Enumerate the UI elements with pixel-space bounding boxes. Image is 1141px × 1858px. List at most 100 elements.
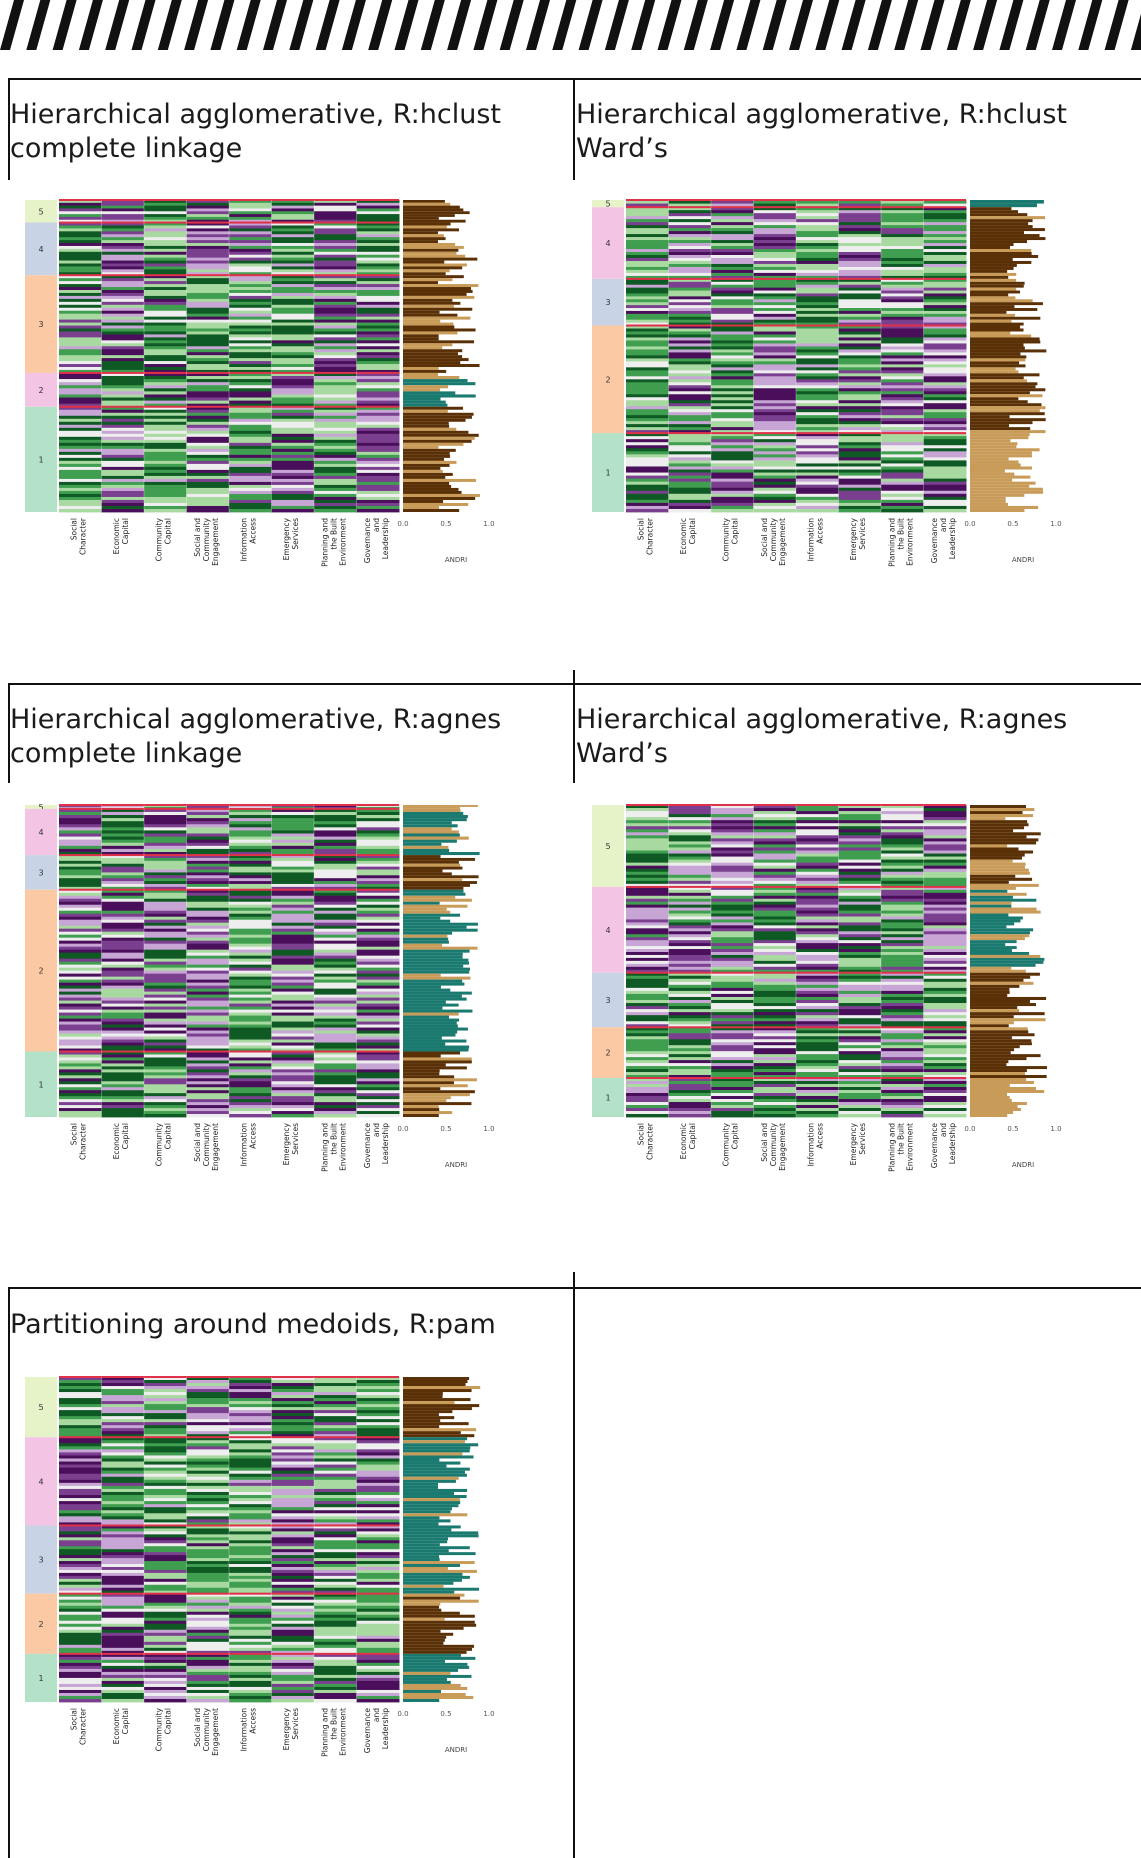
andri-bar [403,949,470,953]
heatmap-cell [59,454,102,459]
heatmap-cell [796,222,839,226]
heatmap-cell [229,1015,272,1019]
heatmap-cell [711,252,754,256]
heatmap-cell [144,916,187,921]
heatmap-cell [668,919,712,923]
heatmap-cell [101,1066,145,1070]
heatmap-cell [229,1593,272,1598]
heatmap-cell [59,878,102,882]
andri-bar [403,1635,447,1639]
heatmap-cell [271,1036,315,1040]
heatmap-cell [314,1473,357,1478]
heatmap-cell [314,1380,357,1384]
heatmap-cell [753,346,797,350]
heatmap-cell [753,1030,797,1034]
heatmap-cell [144,394,187,398]
heatmap-cell [711,299,754,303]
heatmap-cell [186,364,230,368]
heatmap-cell [229,508,272,513]
heatmap-cell [753,293,797,297]
heatmap-cell [144,375,187,380]
heatmap-cell [186,366,230,371]
andri-bar [970,496,1006,500]
heatmap-cell [356,1108,400,1112]
heatmap-cell [186,243,230,247]
heatmap-cell [626,832,669,836]
andri-bar [970,225,1033,229]
heatmap-cell [626,1054,669,1058]
heatmap-cell [838,1054,882,1058]
heatmap-cell [881,937,924,941]
heatmap-cell [229,427,272,432]
heatmap-cell [314,349,357,353]
heatmap-cell [838,1060,882,1064]
heatmap-cell [101,372,145,377]
andri-bar [970,448,1040,452]
heatmap-cell [144,369,187,374]
heatmap-cell [101,219,145,223]
heatmap-cell [186,863,230,868]
heatmap-cell [101,1398,145,1402]
heatmap-cell [881,1054,924,1058]
andri-bar [970,436,1029,440]
heatmap-cell [668,400,712,404]
heatmap-cell [711,1069,754,1073]
heatmap-cell [923,484,967,489]
heatmap-cell [711,975,754,980]
heatmap-cell [314,1042,357,1046]
heatmap-cell [753,1018,797,1022]
heatmap-cell [101,952,145,957]
heatmap-cell [838,1027,882,1031]
heatmap-cell [668,200,712,204]
andri-bar [403,433,479,437]
heatmap-cell [796,901,839,906]
heatmap-cell [101,505,145,510]
heatmap-cell [923,949,967,953]
heatmap-cell [101,1425,145,1429]
heatmap-cell [881,1102,924,1106]
heatmap-cell [229,418,272,423]
heatmap-cell [668,260,712,265]
heatmap-cell [186,1558,230,1562]
heatmap-cell [101,366,145,371]
heatmap-cell [753,409,797,413]
heatmap-cell [796,313,839,318]
heatmap-cell [101,1626,145,1631]
heatmap-cell [314,958,357,963]
heatmap-cell [838,1066,882,1070]
andri-bar [970,901,1012,905]
heatmap-cell [101,1395,145,1399]
heatmap-cell [626,349,669,353]
andri-bar [403,1593,465,1597]
heatmap-cell [314,307,357,312]
heatmap-cell [753,978,797,983]
heatmap-cell [838,308,882,312]
andri-bar [970,871,1030,875]
heatmap-cell [101,427,145,432]
heatmap-cell [753,969,797,974]
andri-bar [970,313,1015,317]
heatmap-cell [626,1003,669,1007]
heatmap-cell [356,901,400,906]
heatmap-cell [59,1105,102,1109]
heatmap-cell [229,973,272,978]
andri-bar [970,957,1045,961]
heatmap-cell [144,1587,187,1592]
andri-bar [403,234,444,238]
heatmap-cell [229,219,272,223]
heatmap-cell [626,210,669,214]
heatmap-cell [923,978,967,983]
heatmap-cell [59,1504,102,1508]
heatmap-cell [59,1516,102,1520]
heatmap-cell [838,203,882,208]
heatmap-cell [186,1534,230,1538]
heatmap-cell [271,1081,315,1085]
heatmap-cell [101,205,145,209]
andri-bar [970,865,1025,869]
cluster-label: 3 [38,320,43,329]
andri-bar [403,863,461,867]
heatmap-cell [626,490,669,495]
andri-bar [403,1039,467,1043]
heatmap-cell [314,1464,357,1469]
heatmap-cell [711,272,754,277]
